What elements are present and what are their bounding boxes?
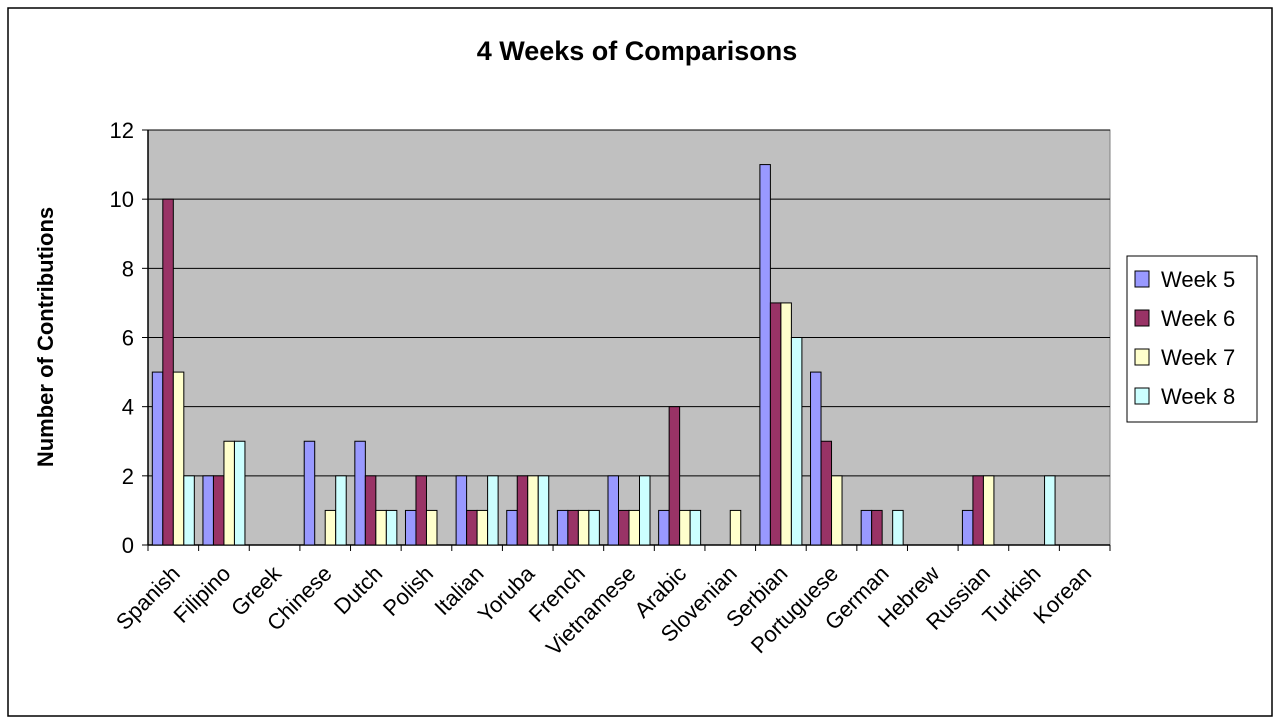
bar-german-week-5 [860,509,873,546]
bar-dutch-week-5 [354,440,366,546]
bar-french-week-6 [567,509,579,546]
bar-vietnamese-week-6 [618,509,630,546]
legend-swatch [1134,387,1150,405]
y-tick-label: 2 [122,464,134,489]
bar-italian-week-6 [466,509,478,546]
bar-italian-week-7 [476,509,489,546]
bar-italian-week-5 [455,475,468,546]
bar-arabic-week-8 [689,509,702,546]
bar-serbian-week-5 [759,164,771,546]
bar-arabic-week-6 [668,406,681,546]
bar-french-week-5 [556,509,569,546]
bar-polish-week-5 [404,509,417,546]
bar-vietnamese-week-5 [607,475,619,546]
bar-chinese-week-5 [303,440,316,546]
plot-area: 024681012SpanishFilipinoGreekChineseDutc… [110,118,1111,660]
legend-swatch [1134,348,1150,366]
legend: Week 5 Week 6 Week 7 Week 8 [1126,255,1258,423]
bar-spanish-week-5 [151,371,164,546]
bar-filipino-week-8 [233,440,246,546]
legend-label: Week 6 [1161,306,1235,331]
legend-label: Week 5 [1161,267,1235,292]
chart-title: 4 Weeks of Comparisons [477,36,798,66]
bar-yoruba-week-5 [506,509,518,546]
y-tick-label: 4 [122,395,134,420]
bar-filipino-week-6 [212,475,225,546]
bar-yoruba-week-6 [516,475,529,546]
bar-serbian-week-6 [769,302,782,546]
legend-swatch [1134,309,1150,327]
bar-portuguese-week-6 [820,440,833,546]
bar-serbian-week-8 [790,337,803,546]
bar-serbian-week-7 [780,302,792,546]
bar-yoruba-week-8 [537,475,550,546]
bar-filipino-week-7 [223,440,235,546]
y-axis-label: Number of Contributions [33,207,58,467]
legend-label: Week 7 [1161,345,1235,370]
y-tick-label: 10 [110,187,134,212]
bar-russian-week-6 [972,475,984,546]
bar-filipino-week-5 [202,475,214,546]
bar-german-week-8 [892,509,904,546]
bar-yoruba-week-7 [527,475,539,546]
legend-swatch [1134,270,1150,288]
bar-dutch-week-6 [364,475,377,546]
bar-chinese-week-7 [324,509,337,546]
bar-french-week-8 [588,509,600,546]
bar-dutch-week-8 [385,509,398,546]
bar-slovenian-week-7 [729,509,742,546]
bar-polish-week-6 [415,475,427,546]
bar-russian-week-7 [982,475,995,546]
bar-italian-week-8 [487,475,499,546]
bar-spanish-week-6 [162,198,174,546]
bar-portuguese-week-5 [810,371,822,546]
bar-turkish-week-8 [1044,475,1056,546]
y-tick-label: 0 [122,533,134,558]
bar-portuguese-week-7 [831,475,843,546]
legend-label: Week 8 [1161,384,1235,409]
y-tick-label: 6 [122,326,134,351]
bar-dutch-week-7 [375,509,387,546]
bar-arabic-week-7 [679,509,691,546]
bar-french-week-7 [577,509,590,546]
bar-chinese-week-8 [335,475,347,546]
y-tick-label: 8 [122,256,134,281]
y-tick-label: 12 [110,118,134,143]
bar-vietnamese-week-7 [628,509,640,546]
bar-vietnamese-week-8 [639,475,651,546]
bar-polish-week-7 [425,509,438,546]
bar-spanish-week-7 [172,371,185,546]
bar-spanish-week-8 [183,475,195,546]
bar-german-week-6 [871,509,883,546]
bar-arabic-week-5 [658,509,670,546]
bar-russian-week-5 [961,509,974,546]
